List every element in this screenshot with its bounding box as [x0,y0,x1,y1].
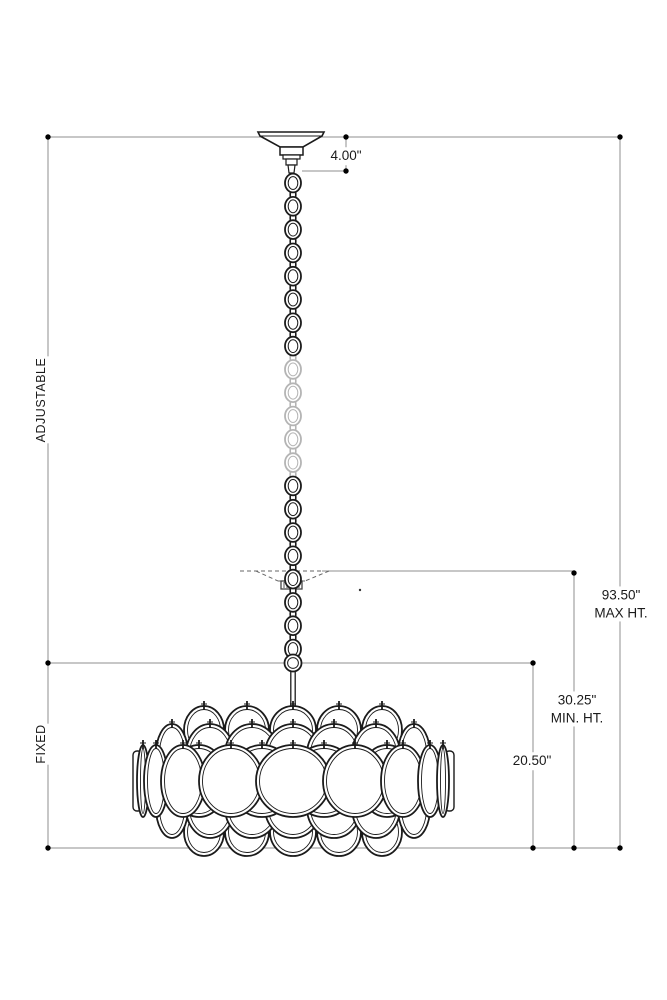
dimension-dot [571,845,577,851]
stem-coupler [285,158,298,166]
chain-link [284,592,302,613]
chain-link-inner [287,548,299,563]
glass-ring [255,744,331,818]
chain-link-inner [287,362,299,377]
dimension-dot [45,660,51,666]
chain-link-inner [287,432,299,447]
canopy-lip [282,154,301,160]
ghost-canopy-right-edge [304,570,330,582]
chain-link [284,498,302,520]
chain-link [284,475,302,497]
chain-link-inner [287,199,299,214]
chain-link-inner [287,502,299,517]
chain-link [284,196,302,217]
glass-ring [436,744,450,818]
chain-link-inner [287,246,299,260]
adjustable-section-label: ADJUSTABLE [32,356,50,444]
stem-neck [287,164,296,174]
dimension-endpoint-dots [45,134,623,851]
min-height-caption: MIN. HT. [550,710,604,725]
canopy-collar [279,146,304,156]
chain-link [284,545,302,567]
dimension-dot [343,134,349,140]
chain-link-inner [287,292,299,307]
chain-link-inner [287,525,299,540]
fixture-hanging-loop [283,653,303,673]
chain-link-inner [287,222,299,237]
chain-link [284,172,302,194]
max-height-value: 93.50" [601,587,641,603]
glass-ring [198,744,264,818]
chain-link [284,289,302,310]
dimension-dot [45,134,51,140]
dimension-dot [45,845,51,851]
dimension-dot [617,134,623,140]
chain-link [284,312,302,334]
dimension-dot [617,845,623,851]
chain-link-inner [287,269,299,284]
fixture-hanging-loop-inner [287,657,299,669]
dimension-dot [530,660,536,666]
chain-link-inner [287,455,299,470]
chain-link [284,335,302,357]
dimension-dot [343,168,349,174]
ghost-canopy-left-edge [255,570,279,582]
chain-link-inner [287,385,299,400]
chain-link-inner [287,339,299,354]
canopy-height-dimension: 4.00" [328,147,364,165]
chain-link [284,265,302,287]
chain-link [284,428,302,450]
dimension-dot [530,845,536,851]
max-height-dimension: 93.50" MAX HT. [592,586,650,622]
chain-link [284,522,302,543]
chain-link [284,615,302,636]
chain-link-inner [287,618,299,633]
chain-link-inner [287,479,299,493]
chain-link [284,242,302,264]
chain-link [284,568,302,590]
chain-link-inner [287,595,299,610]
fixture-height-dimension: 20.50" [510,752,554,770]
canopy-and-chain [256,131,326,712]
chain-link [284,405,302,427]
chain-link [284,452,302,473]
glass-ring [322,744,388,818]
canopy-dome [256,131,326,148]
max-height-caption: MAX HT. [594,605,648,620]
chain-link-inner [287,572,299,586]
min-height-dimension: 30.25" MIN. HT. [548,691,606,727]
chain-link-inner [287,176,299,190]
chain-link [284,219,302,240]
dimension-dot [571,570,577,576]
chain-link-inner [287,409,299,423]
chandelier-ring-body [132,701,455,857]
stray-dot [358,588,362,592]
chain-link [284,359,302,380]
fixed-section-label: FIXED [32,723,50,765]
chain-link-inner [287,315,299,330]
chain-link [284,382,302,404]
min-height-value: 30.25" [557,692,597,708]
